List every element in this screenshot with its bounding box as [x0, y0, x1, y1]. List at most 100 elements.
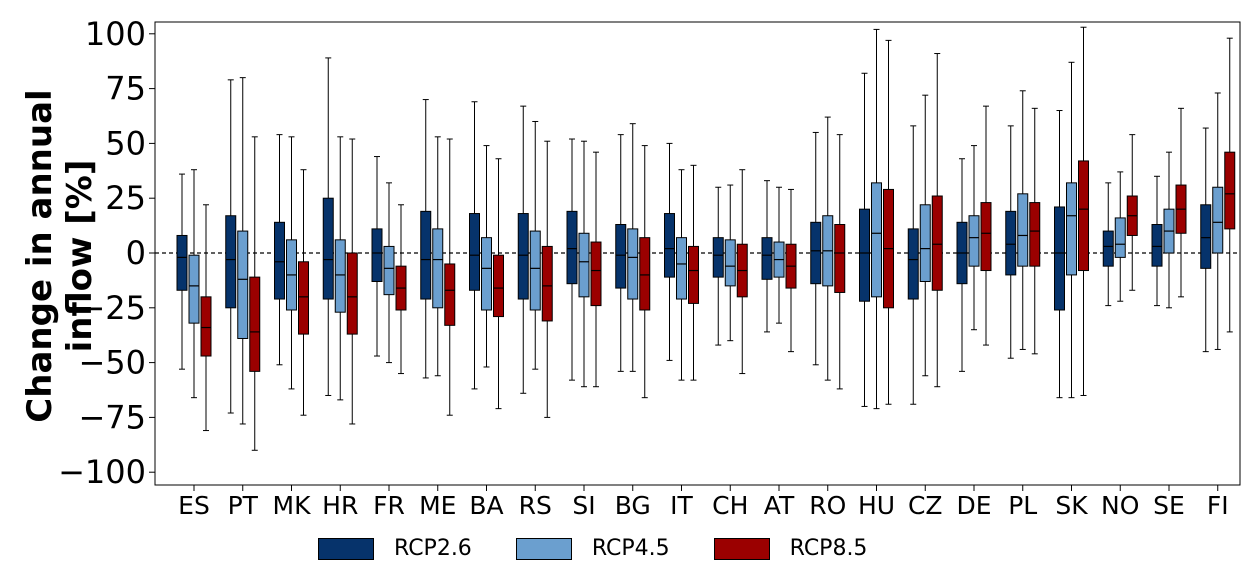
y-tick-label: 25 [105, 179, 146, 217]
iqr-box [1102, 230, 1114, 267]
box-rcp85-cz [931, 53, 943, 388]
iqr-box [907, 228, 919, 300]
box-rcp85-ch [736, 169, 748, 375]
iqr-box [517, 213, 529, 300]
box-rcp45-fi [1212, 92, 1224, 350]
x-tick-label: HR [322, 491, 358, 520]
x-tick-label: NO [1101, 491, 1139, 520]
box-rcp45-me [432, 136, 444, 377]
box-rcp26-me [420, 99, 432, 379]
box-rcp85-ba [493, 158, 504, 410]
iqr-box [1200, 204, 1212, 269]
y-tick-label: 100 [85, 15, 146, 53]
iqr-box [1224, 151, 1236, 230]
box-rcp26-mk [274, 134, 285, 366]
y-tick-label: 0 [126, 234, 146, 272]
iqr-box [383, 245, 395, 296]
x-tick-label: SE [1153, 491, 1185, 520]
iqr-box [176, 234, 188, 291]
box-rcp85-es [200, 204, 212, 432]
box-rcp26-rs [517, 105, 529, 394]
iqr-box [529, 230, 541, 311]
box-rcp45-ro [822, 116, 834, 381]
x-tick-label: MK [273, 491, 312, 520]
iqr-box [688, 245, 699, 304]
y-tick-label: 75 [105, 70, 146, 108]
iqr-box [420, 210, 432, 300]
legend-swatch-rcp26 [318, 537, 374, 560]
iqr-box [724, 239, 736, 287]
legend-item-rcp45: RCP4.5 [515, 536, 670, 561]
box-rcp45-no [1114, 171, 1126, 302]
iqr-box [469, 213, 480, 291]
iqr-box [919, 204, 931, 282]
iqr-box [566, 210, 578, 285]
box-rcp45-ba [481, 145, 492, 368]
box-rcp45-si [578, 140, 590, 388]
x-tick-label: DE [956, 491, 991, 520]
box-rcp45-es [188, 169, 200, 399]
box-rcp85-si [590, 151, 602, 388]
iqr-box [493, 254, 504, 318]
box-rcp85-de [980, 105, 992, 346]
iqr-box [1054, 206, 1065, 311]
iqr-box [371, 228, 383, 282]
box-rcp45-bg [627, 123, 639, 372]
box-rcp85-ro [834, 134, 846, 390]
x-tick-label: PL [1008, 491, 1037, 520]
box-rcp26-no [1102, 182, 1114, 307]
x-tick-label: CZ [908, 491, 943, 520]
legend-item-rcp85: RCP8.5 [713, 536, 867, 561]
iqr-box [200, 296, 212, 357]
box-rcp85-no [1126, 134, 1138, 291]
box-rcp45-hr [334, 136, 346, 401]
box-rcp85-sk [1078, 26, 1089, 396]
x-tick-label: RO [809, 491, 846, 520]
iqr-box [1114, 217, 1126, 258]
iqr-box [639, 237, 651, 311]
iqr-box [1005, 210, 1017, 276]
x-tick-label: AT [764, 491, 795, 520]
y-tick-label: 50 [105, 124, 146, 162]
box-rcp85-hu [883, 39, 894, 405]
box-rcp45-hu [871, 28, 882, 410]
box-rcp85-fr [395, 204, 407, 375]
legend-label-rcp26: RCP2.6 [394, 536, 472, 561]
box-rcp85-at [785, 188, 797, 353]
iqr-box [578, 232, 590, 298]
box-rcp45-pl [1017, 90, 1029, 350]
box-rcp26-hr [322, 57, 334, 396]
iqr-box [1212, 186, 1224, 254]
x-tick-label: ME [419, 491, 456, 520]
box-rcp45-sk [1066, 61, 1077, 399]
x-axis: ES PT MK HR FR ME BA RS SI BG IT CH AT RO HU CZ DE PL SK NO… [178, 485, 1229, 520]
iqr-box [968, 215, 980, 267]
iqr-box [859, 208, 870, 302]
box-rcp45-cz [919, 94, 931, 377]
box-rcp26-ch [712, 186, 724, 346]
iqr-box [676, 237, 687, 300]
box-rcp26-fr [371, 156, 383, 357]
box-rcp45-rs [529, 120, 541, 370]
iqr-box [1078, 160, 1089, 272]
iqr-box [1017, 193, 1029, 267]
box-rcp45-fr [383, 182, 395, 364]
iqr-box [590, 241, 602, 307]
box-rcp26-pl [1005, 125, 1017, 359]
box-rcp26-sk [1054, 110, 1065, 399]
y-tick-label: −75 [78, 398, 146, 436]
box-rcp45-at [773, 186, 785, 324]
iqr-box [225, 215, 237, 309]
y-axis: 100 75 50 25 0 −25 −50 −75 −100 [58, 15, 155, 491]
box-rcp45-it [676, 169, 687, 381]
y-axis-title: Change in annual inflow [%] [20, 89, 100, 423]
box-rcp45-pt [237, 77, 249, 425]
iqr-box [541, 245, 553, 322]
box-rcp85-it [688, 164, 699, 381]
x-tick-label: CH [712, 491, 748, 520]
iqr-box [322, 197, 334, 300]
box-rcp85-bg [639, 145, 651, 399]
box-rcp85-pl [1029, 107, 1041, 355]
iqr-box [980, 202, 992, 272]
x-tick-label: RS [519, 491, 552, 520]
